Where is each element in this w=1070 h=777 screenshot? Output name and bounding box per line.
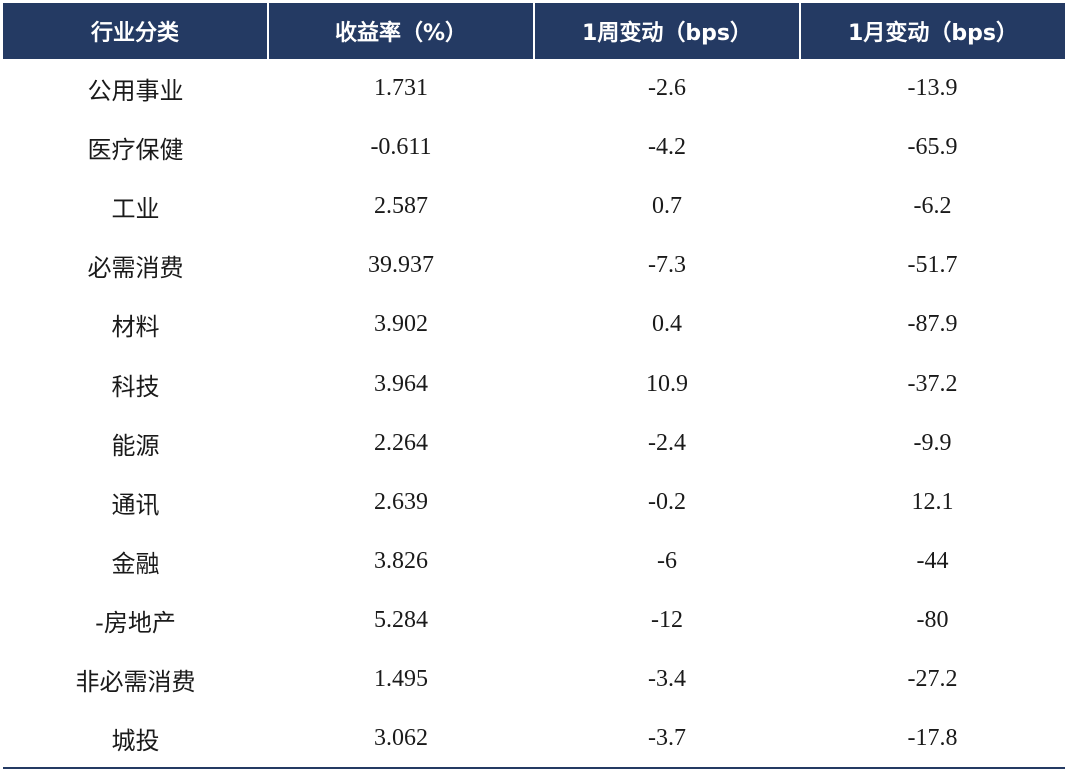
table-row: -房地产 5.284 -12 -80 bbox=[3, 591, 1065, 650]
table-row: 城投 3.062 -3.7 -17.8 bbox=[3, 709, 1065, 768]
cell-yield: 39.937 bbox=[368, 252, 434, 279]
cell-1m-change: -17.8 bbox=[907, 725, 958, 752]
table-row: 能源 2.264 -2.4 -9.9 bbox=[3, 414, 1065, 473]
cell-yield: 5.284 bbox=[374, 606, 428, 633]
cell-1w-change: -0.2 bbox=[648, 488, 686, 515]
cell-1m-change: 12.1 bbox=[911, 488, 954, 515]
table-row: 通讯 2.639 -0.2 12.1 bbox=[3, 473, 1065, 532]
cell-sector: 科技 bbox=[111, 372, 160, 401]
cell-1w-change: -12 bbox=[651, 606, 683, 633]
header-1w-change: 1周变动（bps） bbox=[533, 3, 801, 59]
cell-sector: 公用事业 bbox=[87, 77, 184, 106]
cell-yield: 3.902 bbox=[374, 311, 428, 338]
cell-1w-change: 10.9 bbox=[646, 370, 688, 397]
cell-1m-change: -44 bbox=[916, 547, 949, 574]
table-header: 行业分类 收益率（%） 1周变动（bps） 1月变动（bps） bbox=[3, 3, 1065, 59]
cell-1m-change: -65.9 bbox=[907, 134, 958, 161]
cell-yield: -0.611 bbox=[370, 134, 432, 161]
cell-1w-change: -7.3 bbox=[648, 252, 686, 279]
cell-sector: 医疗保健 bbox=[87, 136, 184, 165]
cell-sector: 非必需消费 bbox=[75, 667, 196, 696]
cell-1m-change: -80 bbox=[916, 606, 949, 633]
header-1m-change: 1月变动（bps） bbox=[799, 3, 1065, 59]
table-row: 材料 3.902 0.4 -87.9 bbox=[3, 295, 1065, 354]
cell-sector: 材料 bbox=[111, 313, 160, 342]
cell-1m-change: -13.9 bbox=[907, 75, 958, 102]
cell-sector: 必需消费 bbox=[87, 254, 184, 283]
cell-1w-change: -2.4 bbox=[648, 429, 686, 456]
cell-1w-change: 0.7 bbox=[652, 193, 682, 220]
table-row: 工业 2.587 0.7 -6.2 bbox=[3, 177, 1065, 236]
cell-1m-change: -87.9 bbox=[907, 311, 958, 338]
cell-1w-change: -2.6 bbox=[648, 75, 686, 102]
header-sector: 行业分类 bbox=[3, 3, 269, 59]
cell-1w-change: 0.4 bbox=[652, 311, 682, 338]
cell-yield: 1.731 bbox=[374, 75, 428, 102]
cell-yield: 3.964 bbox=[374, 370, 428, 397]
cell-yield: 3.062 bbox=[374, 725, 428, 752]
cell-1m-change: -9.9 bbox=[913, 429, 952, 456]
table-row: 医疗保健 -0.611 -4.2 -65.9 bbox=[3, 118, 1065, 177]
cell-yield: 1.495 bbox=[374, 665, 428, 692]
header-yield: 收益率（%） bbox=[267, 3, 535, 59]
cell-sector: 城投 bbox=[111, 727, 160, 756]
table-row: 科技 3.964 10.9 -37.2 bbox=[3, 354, 1065, 413]
cell-yield: 2.264 bbox=[374, 429, 428, 456]
sector-yield-table: 行业分类 收益率（%） 1周变动（bps） 1月变动（bps） 公用事业 1.73… bbox=[3, 3, 1065, 768]
cell-1w-change: -3.4 bbox=[648, 665, 686, 692]
cell-1m-change: -51.7 bbox=[907, 252, 958, 279]
cell-sector: 工业 bbox=[111, 195, 160, 224]
cell-1w-change: -4.2 bbox=[648, 134, 686, 161]
cell-1m-change: -37.2 bbox=[907, 370, 958, 397]
table-row: 公用事业 1.731 -2.6 -13.9 bbox=[3, 59, 1065, 118]
cell-1m-change: -27.2 bbox=[907, 665, 958, 692]
cell-1m-change: -6.2 bbox=[913, 193, 952, 220]
cell-yield: 2.587 bbox=[374, 193, 428, 220]
cell-sector: 通讯 bbox=[111, 490, 160, 519]
cell-1w-change: -3.7 bbox=[648, 725, 686, 752]
table-row: 金融 3.826 -6 -44 bbox=[3, 532, 1065, 591]
cell-sector: -房地产 bbox=[95, 608, 176, 637]
cell-yield: 2.639 bbox=[374, 488, 428, 515]
sector-yield-table-container: 行业分类 收益率（%） 1周变动（bps） 1月变动（bps） 公用事业 1.73… bbox=[3, 3, 1065, 768]
table-body: 公用事业 1.731 -2.6 -13.9 医疗保健 -0.611 -4.2 -65.9 工业 2… bbox=[3, 59, 1065, 768]
header-row: 行业分类 收益率（%） 1周变动（bps） 1月变动（bps） bbox=[3, 3, 1065, 59]
table-bottom-rule bbox=[3, 767, 1065, 769]
table-row: 非必需消费 1.495 -3.4 -27.2 bbox=[3, 650, 1065, 709]
cell-yield: 3.826 bbox=[374, 547, 428, 574]
table-row: 必需消费 39.937 -7.3 -51.7 bbox=[3, 236, 1065, 295]
cell-sector: 金融 bbox=[111, 549, 160, 578]
cell-1w-change: -6 bbox=[657, 547, 677, 574]
cell-sector: 能源 bbox=[111, 431, 160, 460]
